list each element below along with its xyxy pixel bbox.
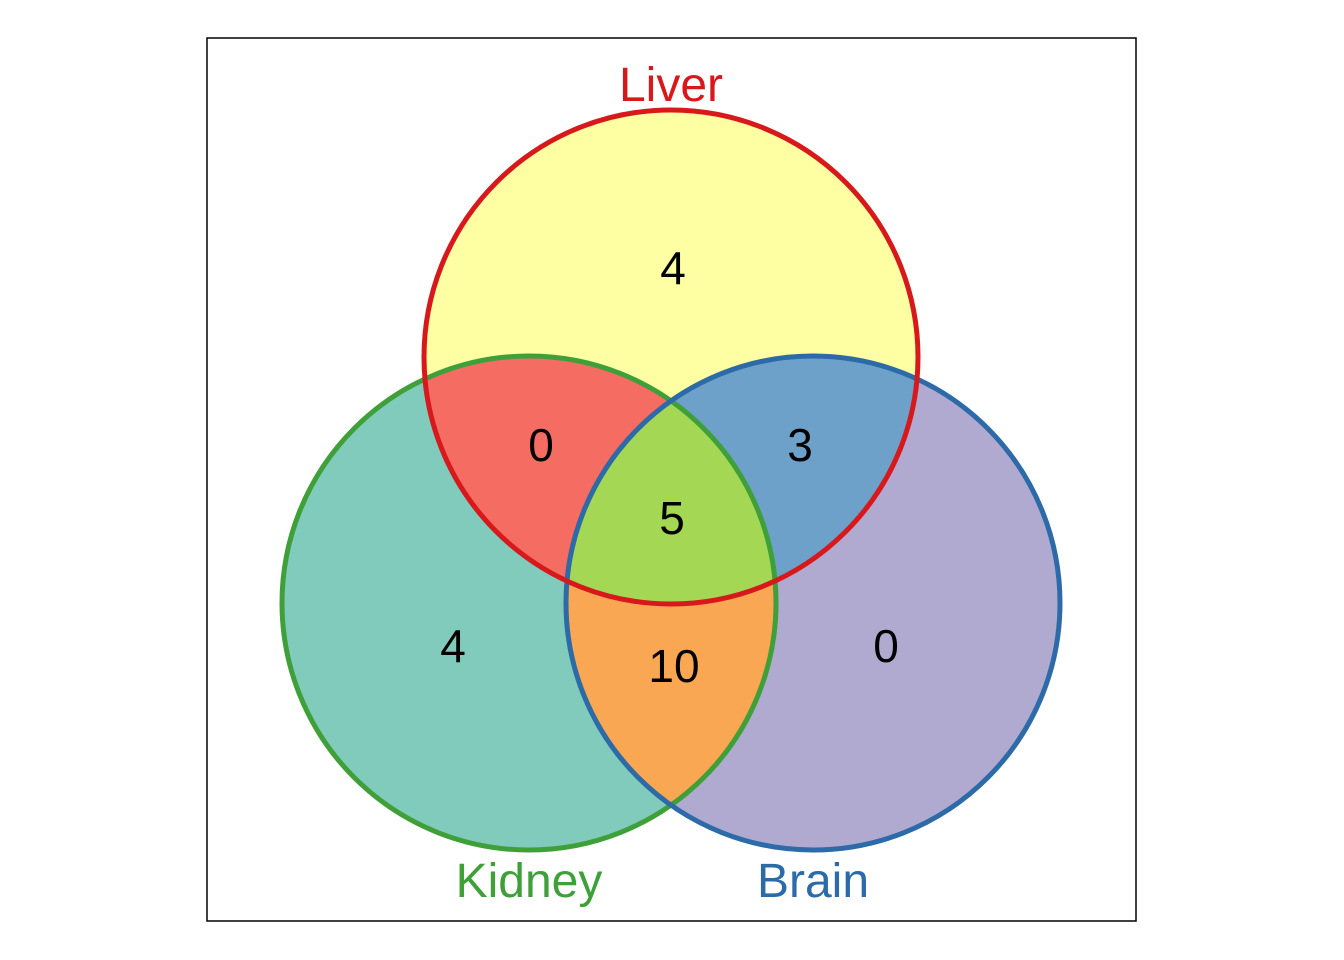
liver-label: Liver	[619, 59, 723, 112]
brain-label: Brain	[757, 855, 869, 908]
kidney-brain-count: 10	[648, 640, 699, 692]
liver-only-count: 4	[660, 242, 686, 294]
kidney-label: Kidney	[456, 855, 603, 908]
all-three-count: 5	[659, 492, 685, 544]
kidney-outline	[279, 353, 779, 853]
kidney-only-count: 4	[440, 620, 466, 672]
brain-only-count: 0	[873, 620, 899, 672]
liver-brain-count: 3	[787, 419, 813, 471]
liver-outline	[421, 107, 921, 607]
liver-kidney-count: 0	[528, 419, 554, 471]
brain-outline	[563, 353, 1063, 853]
all-three-region	[566, 356, 776, 604]
